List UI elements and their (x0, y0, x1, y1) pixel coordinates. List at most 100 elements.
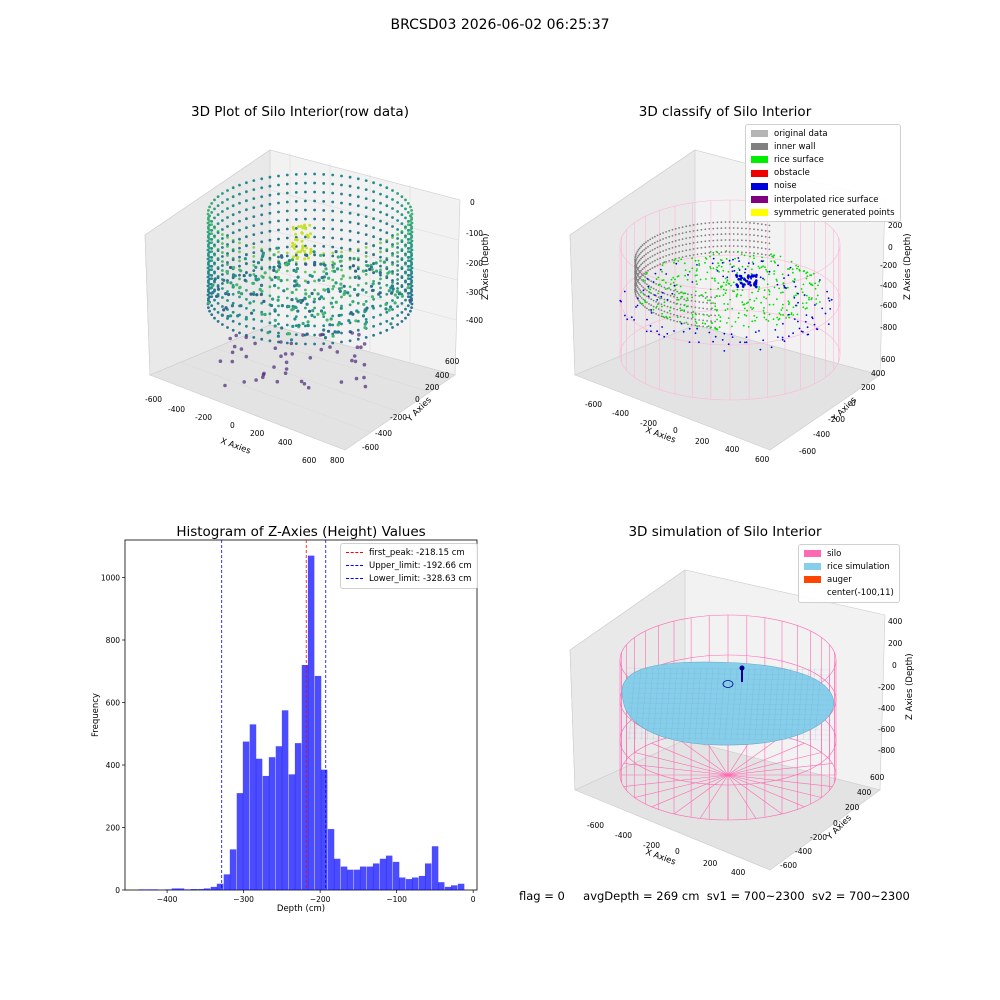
noise-point (749, 284, 752, 287)
rice-surface-point (645, 273, 647, 276)
noise-point (788, 335, 790, 338)
raw-point (340, 219, 343, 223)
raw-point (213, 243, 216, 247)
inner-wall-point (676, 296, 679, 299)
raw-point (294, 263, 298, 266)
raw-point (238, 331, 241, 335)
rice-surface-point (751, 268, 753, 271)
inner-wall-point (644, 282, 646, 284)
rice-surface-point (674, 258, 677, 260)
inner-wall-point (768, 248, 771, 251)
raw-point (370, 295, 375, 299)
raw-point (221, 323, 224, 326)
raw-point (387, 289, 391, 293)
svg-text:-200: -200 (640, 419, 657, 428)
inner-wall-point (753, 240, 755, 243)
inner-wall-point (760, 223, 763, 226)
raw-point (340, 264, 343, 268)
histogram-chart: Histogram of Z-Axies (Height) Values −40… (91, 524, 478, 914)
raw-point (304, 199, 307, 203)
noise-point (660, 295, 663, 298)
inner-wall-point (741, 221, 743, 224)
raw-point (268, 229, 272, 233)
inner-wall-point (634, 285, 637, 288)
raw-point (245, 190, 248, 194)
inner-wall-point (741, 233, 743, 236)
classify-legend: original data inner wall rice surface ob… (745, 124, 901, 223)
rice-surface-point (802, 270, 805, 273)
rice-surface-point (787, 268, 789, 270)
raw-point (391, 252, 394, 255)
noise-point (783, 286, 786, 289)
inner-wall-point (642, 298, 645, 301)
legend-swatch (751, 130, 768, 138)
raw-point (379, 219, 382, 223)
raw-point (226, 216, 229, 219)
raw-point (263, 312, 267, 317)
raw-point (397, 292, 401, 296)
inner-wall-point (665, 249, 667, 251)
raw-point (337, 313, 341, 318)
raw-point (409, 223, 412, 227)
rice-mesh-line (652, 667, 660, 741)
noise-point (708, 331, 711, 334)
raw-point (331, 251, 335, 255)
rice-surface-point (709, 267, 712, 270)
inner-wall-point (694, 306, 697, 309)
raw-point (293, 243, 297, 247)
raw-point (252, 327, 256, 330)
noise-point (746, 280, 749, 283)
inner-wall-point (757, 246, 759, 249)
simulation-x-label: X Axies (644, 847, 677, 867)
raw-point (285, 227, 289, 231)
rice-surface-point (797, 265, 800, 268)
raw-point (331, 287, 335, 291)
inner-wall-point (674, 245, 677, 248)
inner-wall-point (650, 310, 653, 313)
raw-point (297, 323, 301, 327)
inner-wall-point (736, 227, 739, 229)
raw-point (331, 254, 335, 258)
raw-point (322, 270, 326, 273)
raw-point (313, 333, 316, 337)
raw-point (207, 245, 210, 248)
raw-point (306, 256, 310, 260)
inner-wall-point (678, 245, 680, 247)
raw-point (304, 270, 307, 274)
raw-point (221, 201, 224, 204)
svg-text:600: 600 (445, 357, 460, 366)
raw-point (245, 217, 248, 221)
inner-wall-point (710, 302, 712, 305)
raw-point (396, 264, 399, 267)
raw-point (356, 267, 360, 271)
inner-wall-point (714, 314, 716, 317)
svg-text:-800: -800 (880, 323, 897, 332)
raw-point (313, 190, 316, 194)
raw-point (221, 233, 224, 236)
raw-point (406, 250, 410, 253)
raw-point (238, 201, 241, 205)
rice-surface-point (781, 273, 784, 276)
raw-panel-title: 3D Plot of Silo Interior(row data) (191, 104, 409, 120)
inner-wall-point (634, 287, 636, 289)
svg-text:-600: -600 (585, 400, 602, 409)
rice-surface-point (691, 257, 693, 260)
noise-point (712, 340, 714, 343)
rice-surface-point (737, 312, 740, 315)
inner-wall-point (690, 323, 693, 326)
noise-point (754, 280, 758, 284)
rice-surface-point (709, 266, 711, 268)
noise-point (661, 326, 663, 328)
raw-point (268, 175, 272, 179)
raw-point (299, 379, 304, 384)
raw-point (216, 287, 221, 291)
rice-surface-point (782, 303, 784, 306)
rice-surface-point (755, 297, 758, 300)
inner-wall-point (659, 233, 662, 236)
inner-wall-point (671, 240, 674, 243)
svg-text:-600: -600 (880, 301, 897, 310)
raw-point (275, 246, 279, 250)
raw-point (409, 241, 412, 245)
rice-surface-point (762, 265, 764, 268)
raw-point (406, 259, 410, 262)
